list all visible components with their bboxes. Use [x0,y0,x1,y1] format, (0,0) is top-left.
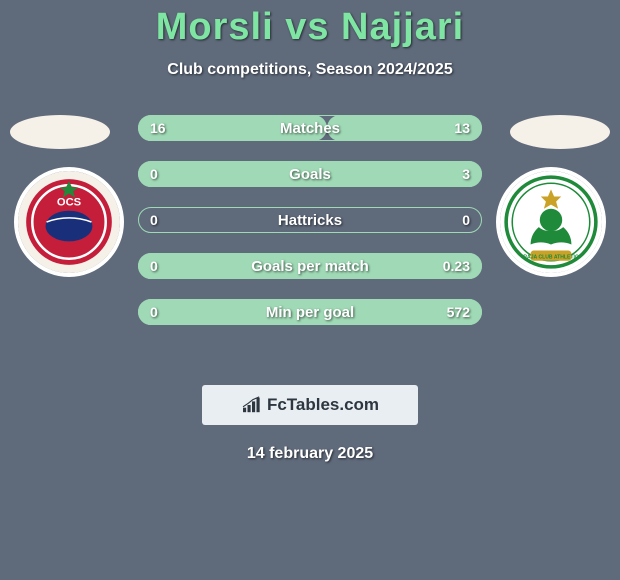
stat-label: Hattricks [138,207,482,233]
stat-label: Goals [138,161,482,187]
player-right-club-badge: RAJA CLUB ATHLETIC [496,167,606,277]
stat-label: Matches [138,115,482,141]
svg-text:OCS: OCS [57,197,82,209]
player-left-club-badge: OCS [14,167,124,277]
stat-label: Goals per match [138,253,482,279]
svg-text:RAJA CLUB ATHLETIC: RAJA CLUB ATHLETIC [523,255,579,261]
source-logo: FcTables.com [202,385,418,425]
stat-row: 03Goals [138,161,482,187]
stat-label: Min per goal [138,299,482,325]
stat-row: 0572Min per goal [138,299,482,325]
stat-row: 1613Matches [138,115,482,141]
stats-bars: 1613Matches 03Goals 00Hattricks 00.23Goals … [138,115,482,345]
stat-row: 00.23Goals per match [138,253,482,279]
page-title: Morsli vs Najjari [0,0,620,49]
subtitle: Club competitions, Season 2024/2025 [0,61,620,79]
club-badge-right-icon: RAJA CLUB ATHLETIC [500,171,602,273]
source-logo-text: FcTables.com [267,395,379,415]
player-left-head-icon [10,115,110,149]
stat-row: 00Hattricks [138,207,482,233]
comparison-content: OCS RAJA CLUB ATHLETIC 1613Matches 03Goal… [0,115,620,375]
club-badge-left-icon: OCS [18,171,120,273]
infographic-container: Morsli vs Najjari Club competitions, Sea… [0,0,620,580]
player-right-head-icon [510,115,610,149]
fctables-icon [241,396,263,414]
date-label: 14 february 2025 [0,445,620,463]
